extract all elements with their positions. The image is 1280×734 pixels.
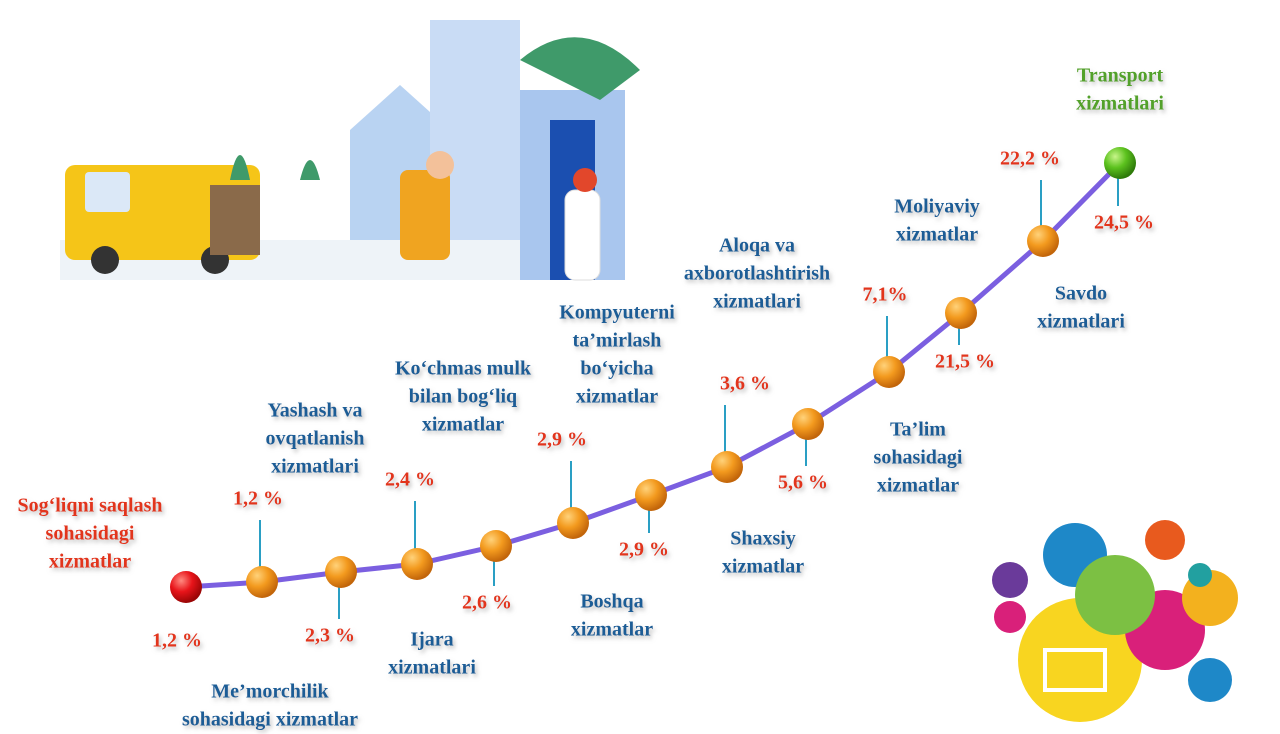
node-label: Me’morchilik <box>211 681 329 703</box>
node-label: xizmatlar <box>49 551 131 573</box>
node-label: sohasidagi <box>46 523 135 545</box>
node-label: xizmatlar <box>422 414 504 436</box>
node-value: 2,4 % <box>385 469 435 491</box>
node-value: 2,9 % <box>537 429 587 451</box>
node-ball <box>635 479 667 511</box>
node-label: axborotlashtirish <box>684 263 830 285</box>
node-label: Ko‘chmas mulk <box>395 358 532 380</box>
node-label: ovqatlanish <box>266 428 365 450</box>
node-value: 2,9 % <box>619 539 669 561</box>
node-label: ta’mirlash <box>573 330 662 352</box>
node-label: Aloqa va <box>719 235 795 257</box>
node-label: Shaxsiy <box>730 528 796 550</box>
node-label: Transport <box>1077 65 1164 87</box>
node-value: 5,6 % <box>778 472 828 494</box>
node-label: xizmatlar <box>576 386 658 408</box>
node-label: Yashash va <box>267 400 362 422</box>
node-label: Moliyaviy <box>894 196 980 218</box>
node-label: xizmatlari <box>1076 93 1164 115</box>
node-ball <box>792 408 824 440</box>
node-ball <box>1104 147 1136 179</box>
node-ball <box>246 566 278 598</box>
node-label: xizmatlari <box>713 291 801 313</box>
node-label: xizmatlari <box>271 456 359 478</box>
node-label: xizmatlar <box>571 619 653 641</box>
node-value: 1,2 % <box>233 488 283 510</box>
node-label: xizmatlar <box>896 224 978 246</box>
node-ball <box>1027 225 1059 257</box>
node-ball <box>480 530 512 562</box>
node-ball <box>945 297 977 329</box>
illustration-top <box>60 20 640 281</box>
node-ball <box>873 356 905 388</box>
node-value: 2,6 % <box>462 592 512 614</box>
node-label: xizmatlar <box>877 475 959 497</box>
node-ball <box>401 548 433 580</box>
node-ball <box>325 556 357 588</box>
node-value: 2,3 % <box>305 625 355 647</box>
node-label: Boshqa <box>580 591 643 613</box>
node-value: 1,2 % <box>152 630 202 652</box>
node-label: bo‘yicha <box>580 358 653 380</box>
node-value: 21,5 % <box>935 351 995 373</box>
node-value: 22,2 % <box>1000 148 1060 170</box>
node-ball <box>170 571 202 603</box>
node-value: 24,5 % <box>1094 212 1154 234</box>
node-label: sohasidagi xizmatlar <box>182 709 358 731</box>
node-label: Ijara <box>410 629 453 651</box>
node-ball <box>557 507 589 539</box>
node-label: Savdo <box>1055 283 1107 305</box>
node-ball <box>711 451 743 483</box>
node-label: xizmatlar <box>722 556 804 578</box>
node-value: 7,1% <box>863 284 908 306</box>
node-label: Ta’lim <box>890 419 946 441</box>
node-label: xizmatlari <box>388 657 476 679</box>
illustration-bottom <box>992 520 1238 722</box>
node-value: 3,6 % <box>720 373 770 395</box>
node-label: xizmatlari <box>1037 311 1125 333</box>
node-label: sohasidagi <box>874 447 963 469</box>
node-label: Kompyuterni <box>559 302 675 324</box>
node-label: bilan bog‘liq <box>409 386 517 408</box>
node-label: Sog‘liqni saqlash <box>17 495 162 517</box>
